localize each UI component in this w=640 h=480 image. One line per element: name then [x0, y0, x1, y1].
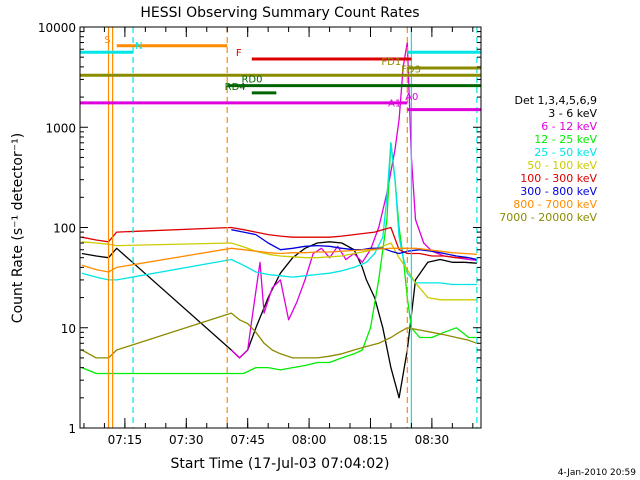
y-tick-label: 10000 [38, 21, 76, 35]
series-line-8 [81, 312, 478, 359]
x-tick-label: 07:15 [108, 433, 143, 447]
legend-entry: 800 - 7000 keV [513, 198, 597, 211]
generated-timestamp: 4-Jan-2010 20:59 [558, 468, 637, 478]
legend-entry: 3 - 6 keV [548, 107, 597, 120]
x-tick-label: 08:30 [415, 433, 450, 447]
series-line-7 [81, 247, 477, 273]
flag-label: A0 [405, 92, 418, 103]
x-tick-label: 07:45 [230, 433, 265, 447]
flag-label: RD0 [241, 75, 262, 86]
x-axis-label: Start Time (17-Jul-03 07:04:02) [170, 456, 389, 472]
legend-entry: 300 - 800 keV [520, 185, 597, 198]
series-line-2 [81, 142, 477, 375]
y-tick-label: 100 [53, 222, 76, 236]
x-tick-label: 08:15 [353, 433, 388, 447]
flag-label: F [236, 48, 242, 59]
y-tick-label: 1000 [45, 121, 76, 135]
flag-label: FD1 [381, 57, 401, 68]
legend-entry: 6 - 12 keV [541, 120, 597, 133]
axis-layer: 07:15 07:30 07:45 08:00 08:15 08:30 1 10 100 1000… [38, 21, 481, 447]
flag-label: S [104, 35, 110, 46]
x-tick-label: 07:30 [169, 433, 204, 447]
chart-title: HESSI Observing Summary Count Rates [140, 5, 419, 21]
marker-layer [107, 27, 478, 428]
legend-entry: 25 - 50 keV [534, 146, 597, 159]
legend-title: Det 1,3,4,5,6,9 [514, 94, 597, 107]
y-tick-label: 10 [61, 322, 76, 336]
series-line-4 [81, 241, 477, 301]
data-layer [81, 41, 478, 399]
series-line-3 [81, 142, 477, 286]
series-line-5 [81, 226, 478, 261]
x-tick-label: 08:00 [292, 433, 327, 447]
y-axis-label: Count Rate (s⁻¹ detector⁻¹) [10, 133, 26, 323]
flag-label: RD4 [225, 82, 246, 93]
legend-entry: 50 - 100 keV [527, 159, 597, 172]
legend-entry: 12 - 25 keV [534, 133, 597, 146]
flag-label: FD3 [401, 64, 421, 75]
flag-label: A1 [388, 99, 401, 110]
flag-label: N [135, 41, 142, 52]
y-tick-label: 1 [68, 422, 76, 436]
legend-entry: 100 - 300 keV [520, 172, 597, 185]
legend-entry: 7000 - 20000 keV [499, 211, 597, 224]
